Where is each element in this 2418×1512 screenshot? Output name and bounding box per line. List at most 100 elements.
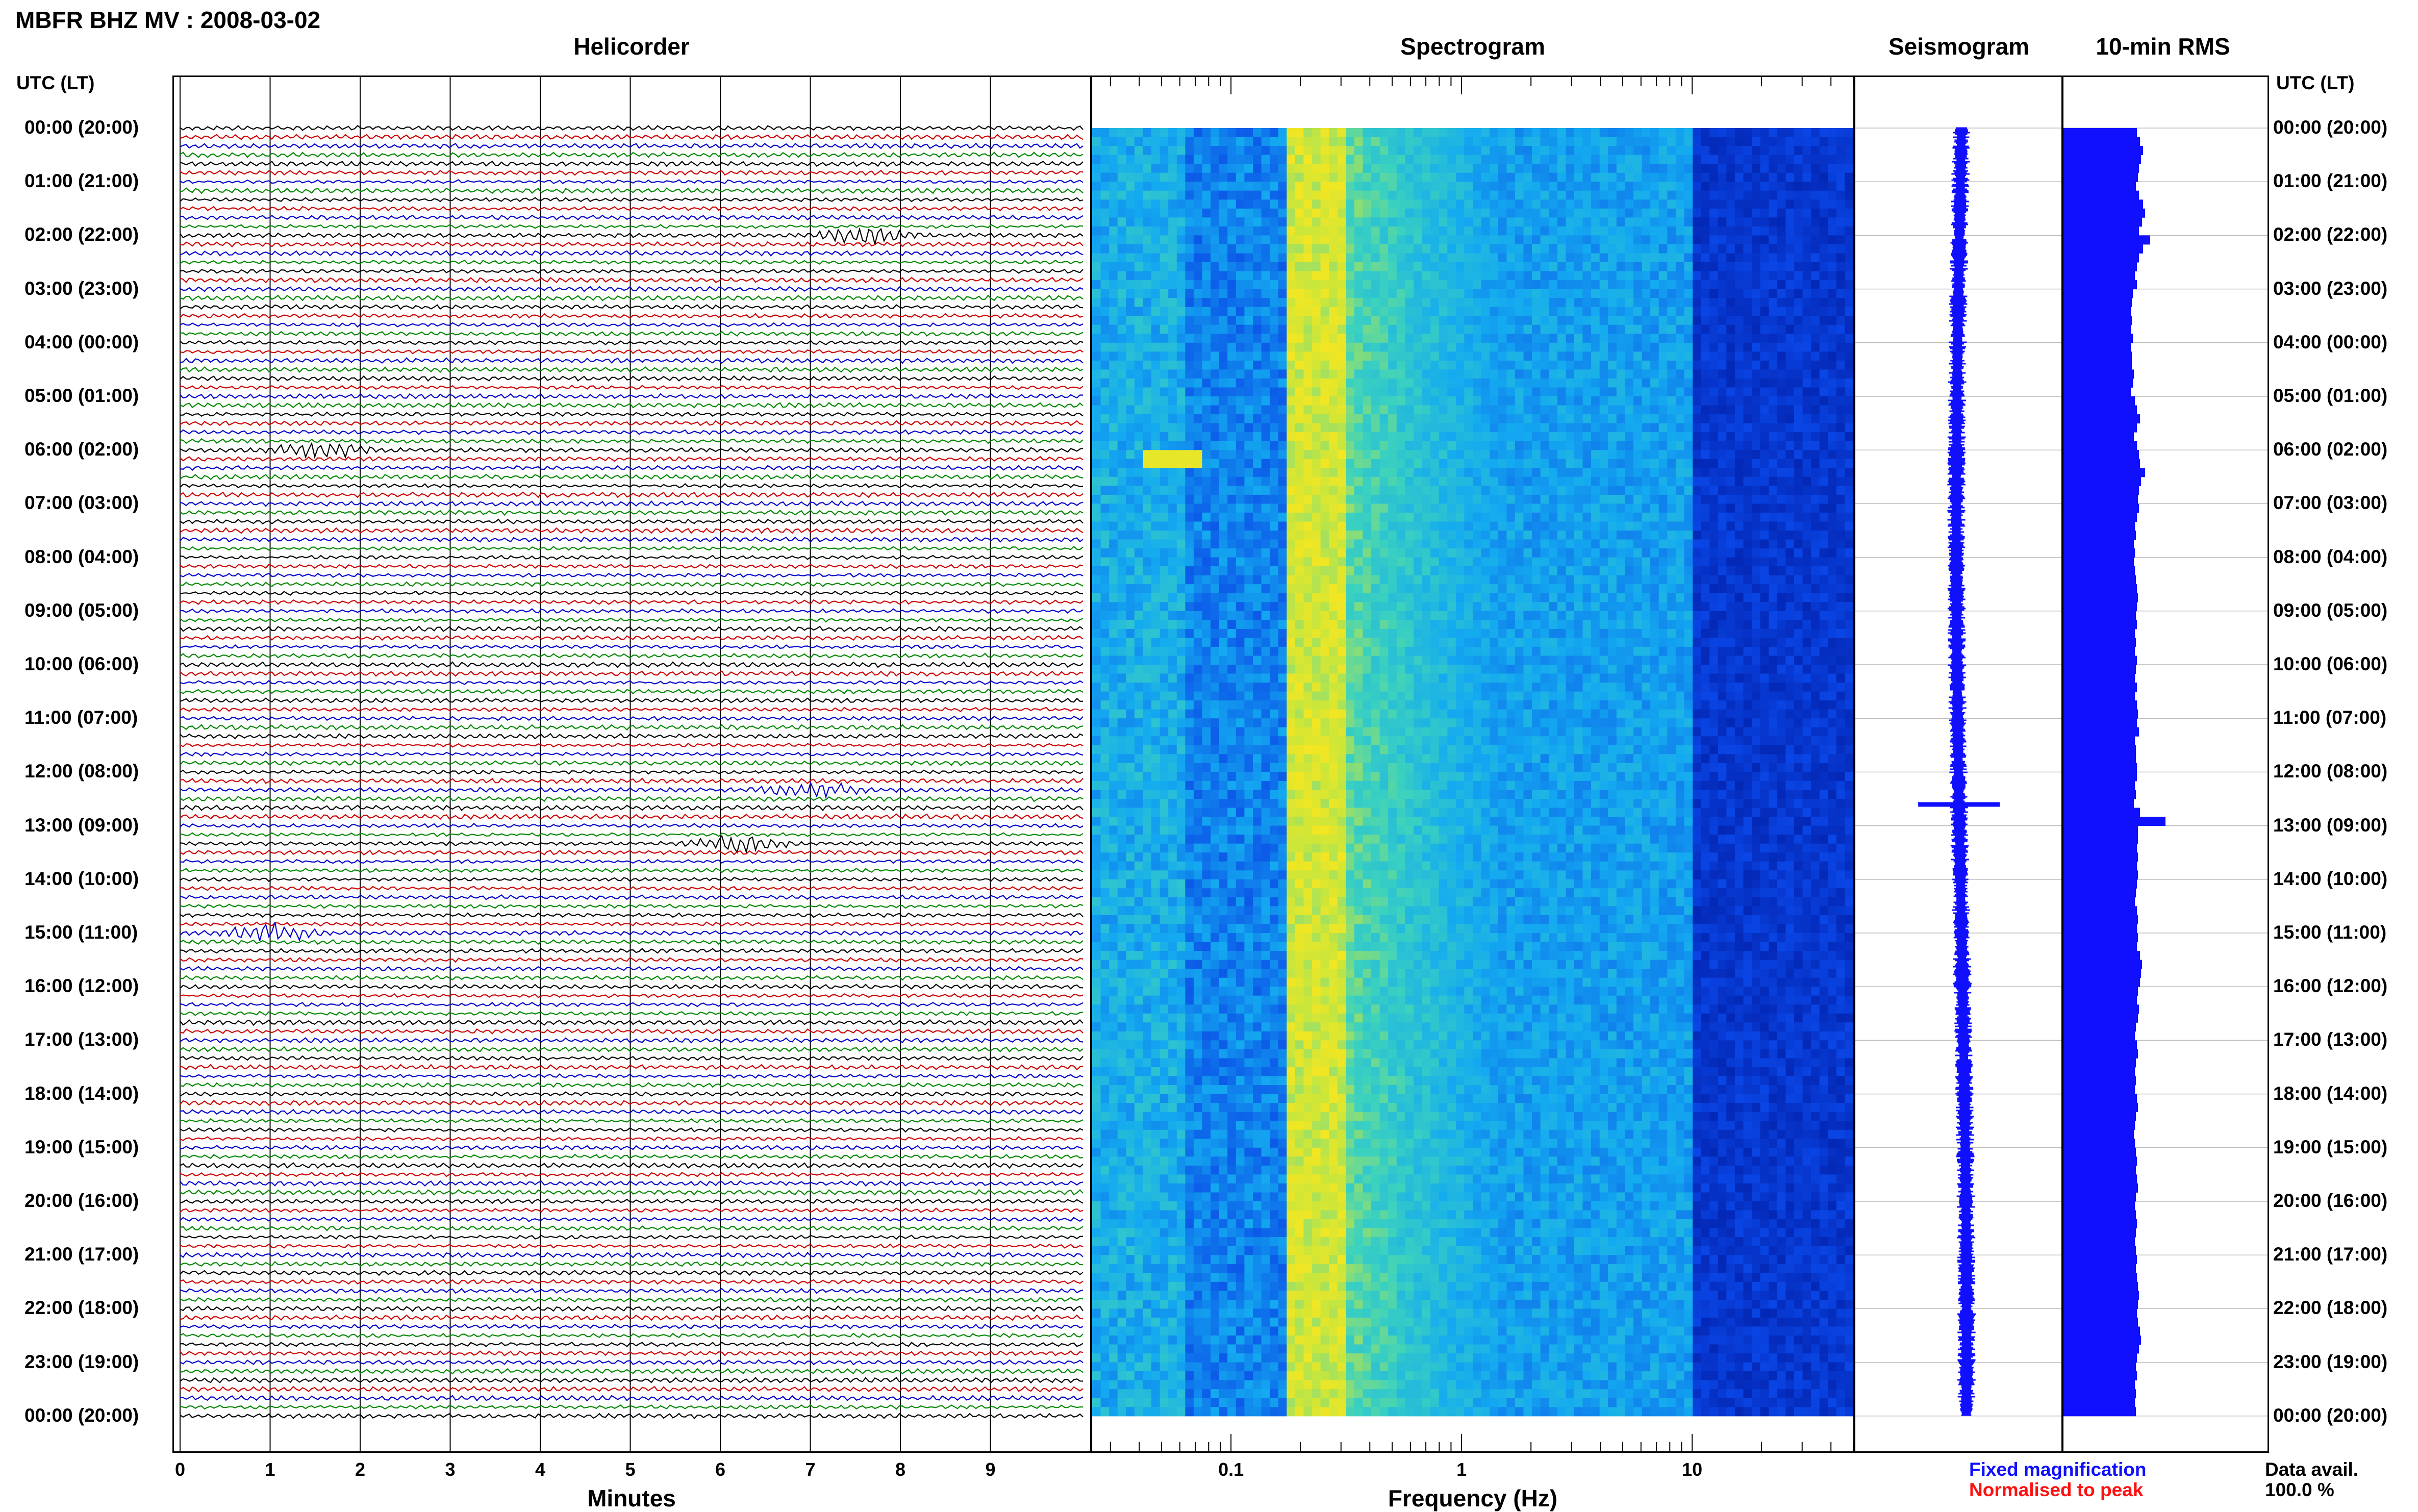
spectrogram-cell bbox=[1524, 369, 1532, 379]
spectrogram-cell bbox=[1219, 477, 1228, 486]
spectrogram-cell bbox=[1811, 289, 1820, 298]
spectrogram-cell bbox=[1118, 262, 1126, 271]
spectrogram-cell bbox=[1532, 396, 1541, 406]
spectrogram-cell bbox=[1820, 217, 1828, 226]
spectrogram-cell bbox=[1752, 351, 1760, 361]
spectrogram-cell bbox=[1566, 307, 1574, 316]
spectrogram-cell bbox=[1633, 191, 1642, 200]
spectrogram-cell bbox=[1811, 379, 1820, 388]
spectrogram-cell bbox=[1811, 244, 1820, 254]
spectrogram-cell bbox=[1456, 540, 1465, 549]
spectrogram-cell bbox=[1464, 137, 1473, 146]
spectrogram-cell bbox=[1262, 280, 1270, 289]
spectrogram-cell bbox=[1354, 199, 1363, 209]
spectrogram-cell bbox=[1541, 396, 1549, 406]
helicorder-trace bbox=[180, 1226, 1083, 1230]
spectrogram-cell bbox=[1202, 235, 1211, 244]
spectrogram-cell bbox=[1481, 593, 1490, 602]
spectrogram-cell bbox=[1650, 235, 1659, 244]
spectrogram-cell bbox=[1118, 486, 1126, 495]
spectrogram-cell bbox=[1752, 503, 1760, 513]
spectrogram-cell bbox=[1744, 316, 1752, 325]
spectrogram-cell bbox=[1211, 540, 1219, 549]
spectrogram-cell bbox=[1574, 262, 1583, 271]
spectrogram-cell bbox=[1676, 584, 1684, 593]
spectrogram-cell bbox=[1202, 450, 1211, 459]
spectrogram-cell bbox=[1667, 173, 1676, 182]
spectrogram-cell bbox=[1574, 575, 1583, 585]
spectrogram-cell bbox=[1515, 254, 1524, 263]
spectrogram-cell bbox=[1524, 575, 1532, 585]
spectrogram-cell bbox=[1109, 334, 1118, 343]
spectrogram-cell bbox=[1541, 217, 1549, 226]
spectrogram-cell bbox=[1541, 199, 1549, 209]
spectrogram-cell bbox=[1303, 423, 1312, 433]
spectrogram-cell bbox=[1473, 316, 1481, 325]
spectrogram-cell bbox=[1709, 450, 1718, 459]
spectrogram-cell bbox=[1515, 531, 1524, 540]
spectrogram-cell bbox=[1211, 226, 1219, 236]
spectrogram-cell bbox=[1414, 182, 1422, 191]
spectrogram-cell bbox=[1760, 414, 1769, 423]
spectrogram-cell bbox=[1270, 486, 1278, 495]
helicorder-trace bbox=[180, 332, 1083, 336]
spectrogram-cell bbox=[1744, 388, 1752, 397]
spectrogram-cell bbox=[1574, 441, 1583, 450]
spectrogram-cell bbox=[1794, 254, 1803, 263]
spectrogram-cell bbox=[1303, 513, 1312, 522]
spectrogram-cell bbox=[1566, 164, 1574, 173]
spectrogram-cell bbox=[1524, 271, 1532, 281]
spectrogram-cell bbox=[1608, 432, 1617, 441]
spectrogram-cell bbox=[1287, 423, 1295, 433]
helicorder-trace bbox=[180, 349, 1083, 354]
spectrogram-cell bbox=[1760, 575, 1769, 585]
spectrogram-cell bbox=[1439, 486, 1448, 495]
spectrogram-cell bbox=[1194, 423, 1202, 433]
spectrogram-cell bbox=[1828, 325, 1836, 334]
spectrogram-cell bbox=[1574, 128, 1583, 137]
spectrogram-cell bbox=[1118, 298, 1126, 307]
spectrogram-cell bbox=[1354, 602, 1363, 611]
spectrogram-cell bbox=[1820, 486, 1828, 495]
spectrogram-cell bbox=[1422, 575, 1431, 585]
spectrogram-cell bbox=[1498, 325, 1507, 334]
spectrogram-cell bbox=[1481, 191, 1490, 200]
spectrogram-cell bbox=[1785, 199, 1794, 209]
spectrogram-cell bbox=[1253, 486, 1262, 495]
spectrogram-cell bbox=[1744, 307, 1752, 316]
spectrogram-cell bbox=[1541, 503, 1549, 513]
spectrogram-cell bbox=[1380, 254, 1389, 263]
spectrogram-cell bbox=[1803, 566, 1811, 575]
spectrogram-cell bbox=[1346, 146, 1354, 155]
spectrogram-cell bbox=[1227, 406, 1236, 415]
spectrogram-cell bbox=[1439, 593, 1448, 602]
spectrogram-cell bbox=[1414, 503, 1422, 513]
spectrogram-cell bbox=[1625, 325, 1633, 334]
spectrogram-cell bbox=[1498, 199, 1507, 209]
spectrogram-cell bbox=[1532, 531, 1541, 540]
spectrogram-cell bbox=[1278, 531, 1287, 540]
spectrogram-cell bbox=[1185, 343, 1194, 352]
spectrogram-cell bbox=[1591, 334, 1600, 343]
spectrogram-cell bbox=[1092, 575, 1101, 585]
spectrogram-cell bbox=[1532, 280, 1541, 289]
spectrogram-cell bbox=[1278, 396, 1287, 406]
spectrogram-cell bbox=[1295, 146, 1304, 155]
spectrogram-cell bbox=[1194, 369, 1202, 379]
spectrogram-cell bbox=[1194, 235, 1202, 244]
spectrogram-cell bbox=[1160, 343, 1169, 352]
spectrogram-cell bbox=[1549, 406, 1557, 415]
spectrogram-cell bbox=[1803, 226, 1811, 236]
spectrogram-cell bbox=[1541, 343, 1549, 352]
spectrogram-cell bbox=[1667, 388, 1676, 397]
spectrogram-cell bbox=[1735, 137, 1744, 146]
spectrogram-cell bbox=[1118, 226, 1126, 236]
spectrogram-cell bbox=[1447, 602, 1456, 611]
spectrogram-cell bbox=[1244, 244, 1253, 254]
spectrogram-cell bbox=[1227, 423, 1236, 433]
spectrogram-cell bbox=[1447, 540, 1456, 549]
spectrogram-cell bbox=[1650, 307, 1659, 316]
spectrogram-cell bbox=[1329, 566, 1338, 575]
spectrogram-cell bbox=[1143, 522, 1152, 531]
spectrogram-cell bbox=[1549, 280, 1557, 289]
